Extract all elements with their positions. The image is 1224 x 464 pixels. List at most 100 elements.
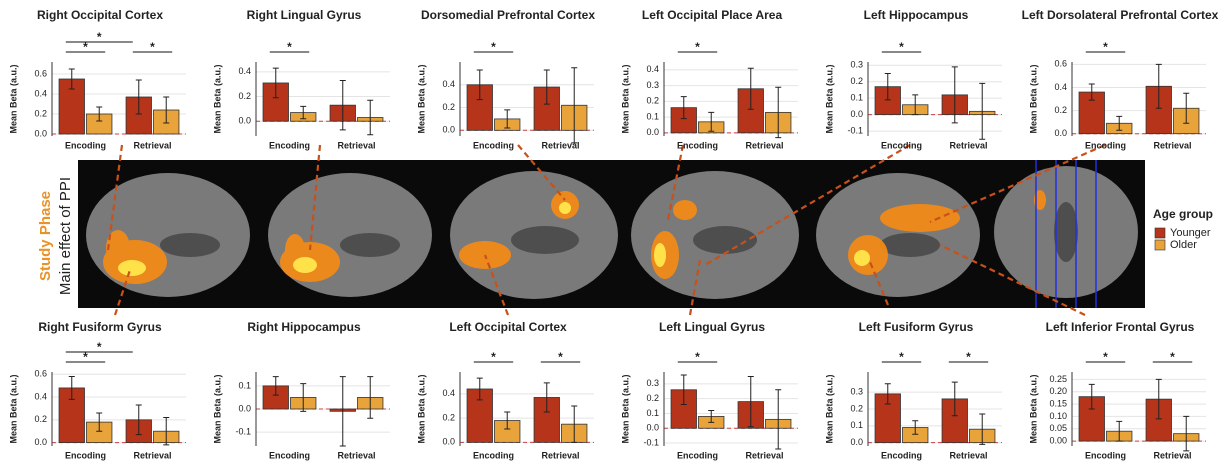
- y-tick-label: -0.1: [847, 125, 863, 135]
- y-axis-label: Mean Beta (a.u.): [212, 374, 222, 443]
- y-tick-label: 0.3: [646, 80, 659, 90]
- side-title: Study Phase: [37, 191, 54, 281]
- y-tick-label: 0.2: [238, 91, 251, 101]
- sig-star: *: [1103, 40, 1108, 54]
- y-tick-label: 0.0: [850, 437, 863, 447]
- y-tick-label: 0.2: [850, 403, 863, 413]
- sig-star: *: [558, 350, 563, 364]
- y-tick-label: 0.2: [646, 393, 659, 403]
- x-tick-label: Retrieval: [337, 140, 375, 150]
- sig-star: *: [966, 350, 971, 364]
- y-tick-label: 0.2: [442, 412, 455, 422]
- x-tick-label: Retrieval: [1153, 140, 1191, 150]
- sig-star: *: [899, 40, 904, 54]
- sig-star: *: [695, 350, 700, 364]
- y-tick-label: 0.4: [34, 391, 47, 401]
- y-tick-label: 0.4: [1054, 82, 1067, 92]
- y-tick-label: 0.0: [34, 437, 47, 447]
- chart-title: Right Lingual Gyrus: [247, 8, 362, 22]
- legend-label: Younger: [1170, 227, 1211, 239]
- y-axis-label: Mean Beta (a.u.): [416, 374, 426, 443]
- x-tick-label: Retrieval: [1153, 450, 1191, 460]
- figure: Study Phase Main effect of PPI Age group…: [0, 0, 1224, 464]
- legend-swatch: [1155, 228, 1165, 238]
- x-tick-label: Retrieval: [541, 450, 579, 460]
- y-tick-label: 0.0: [238, 116, 251, 126]
- sig-star: *: [287, 40, 292, 54]
- y-tick-label: 0.10: [1049, 411, 1067, 421]
- sig-star: *: [1103, 350, 1108, 364]
- y-tick-label: 0.05: [1049, 423, 1067, 433]
- y-axis-label: Mean Beta (a.u.): [212, 64, 222, 133]
- x-tick-label: Encoding: [1085, 140, 1126, 150]
- y-tick-label: 0.2: [442, 102, 455, 112]
- y-tick-label: 0.2: [34, 108, 47, 118]
- chart-title: Right Hippocampus: [247, 320, 361, 334]
- y-tick-label: 0.0: [1054, 128, 1067, 138]
- y-tick-label: -0.1: [235, 427, 251, 437]
- y-tick-label: 0.4: [442, 79, 455, 89]
- y-axis-label: Mean Beta (a.u.): [416, 64, 426, 133]
- y-tick-label: 0.25: [1049, 374, 1067, 384]
- y-tick-label: 0.2: [850, 76, 863, 86]
- y-tick-label: 0.00: [1049, 435, 1067, 445]
- y-axis-label: Mean Beta (a.u.): [824, 374, 834, 443]
- x-tick-label: Encoding: [65, 140, 106, 150]
- sig-star: *: [899, 350, 904, 364]
- y-axis-label: Mean Beta (a.u.): [1028, 64, 1038, 133]
- x-tick-label: Retrieval: [949, 140, 987, 150]
- y-axis-label: Mean Beta (a.u.): [1028, 374, 1038, 443]
- y-axis-label: Mean Beta (a.u.): [824, 64, 834, 133]
- x-tick-label: Retrieval: [133, 140, 171, 150]
- y-tick-label: 0.15: [1049, 398, 1067, 408]
- x-tick-label: Encoding: [473, 140, 514, 150]
- y-tick-label: 0.0: [238, 403, 251, 413]
- y-tick-label: 0.6: [1054, 59, 1067, 69]
- y-axis-label: Mean Beta (a.u.): [8, 64, 18, 133]
- sig-star: *: [1170, 350, 1175, 364]
- sig-star: *: [150, 40, 155, 54]
- chart-title: Right Occipital Cortex: [37, 8, 163, 22]
- y-axis-label: Mean Beta (a.u.): [620, 64, 630, 133]
- sig-star: *: [97, 340, 102, 354]
- y-tick-label: 0.4: [238, 66, 251, 76]
- y-axis-label: Mean Beta (a.u.): [8, 374, 18, 443]
- y-tick-label: 0.6: [34, 68, 47, 78]
- y-tick-label: 0.1: [238, 380, 251, 390]
- chart-title: Dorsomedial Prefrontal Cortex: [421, 8, 595, 22]
- chart-title: Right Fusiform Gyrus: [38, 320, 162, 334]
- x-tick-label: Encoding: [881, 450, 922, 460]
- y-tick-label: 0.20: [1049, 386, 1067, 396]
- y-tick-label: 0.0: [646, 127, 659, 137]
- chart-title: Left Hippocampus: [864, 8, 969, 22]
- y-tick-label: 0.4: [442, 388, 455, 398]
- x-tick-label: Retrieval: [745, 450, 783, 460]
- chart-title: Left Inferior Frontal Gyrus: [1046, 320, 1195, 334]
- x-tick-label: Encoding: [881, 140, 922, 150]
- sig-star: *: [491, 350, 496, 364]
- brain-strip: [78, 160, 1145, 308]
- y-axis-label: Mean Beta (a.u.): [620, 374, 630, 443]
- y-tick-label: 0.0: [442, 437, 455, 447]
- y-tick-label: 0.4: [34, 88, 47, 98]
- side-subtitle: Main effect of PPI: [57, 177, 74, 295]
- y-tick-label: 0.0: [646, 423, 659, 433]
- y-tick-label: 0.1: [646, 111, 659, 121]
- y-tick-label: 0.0: [442, 125, 455, 135]
- x-tick-label: Encoding: [269, 140, 310, 150]
- y-tick-label: 0.2: [646, 96, 659, 106]
- y-tick-label: -0.1: [643, 437, 659, 447]
- x-tick-label: Encoding: [677, 140, 718, 150]
- y-tick-label: 0.1: [646, 408, 659, 418]
- x-tick-label: Retrieval: [745, 140, 783, 150]
- y-tick-label: 0.1: [850, 420, 863, 430]
- x-tick-label: Encoding: [1085, 450, 1126, 460]
- sig-star: *: [695, 40, 700, 54]
- legend-title: Age group: [1153, 207, 1213, 221]
- y-tick-label: 0.4: [646, 64, 659, 74]
- y-tick-label: 0.0: [850, 109, 863, 119]
- y-tick-label: 0.0: [34, 128, 47, 138]
- legend-swatch: [1155, 240, 1165, 250]
- y-tick-label: 0.1: [850, 93, 863, 103]
- y-tick-label: 0.3: [850, 60, 863, 70]
